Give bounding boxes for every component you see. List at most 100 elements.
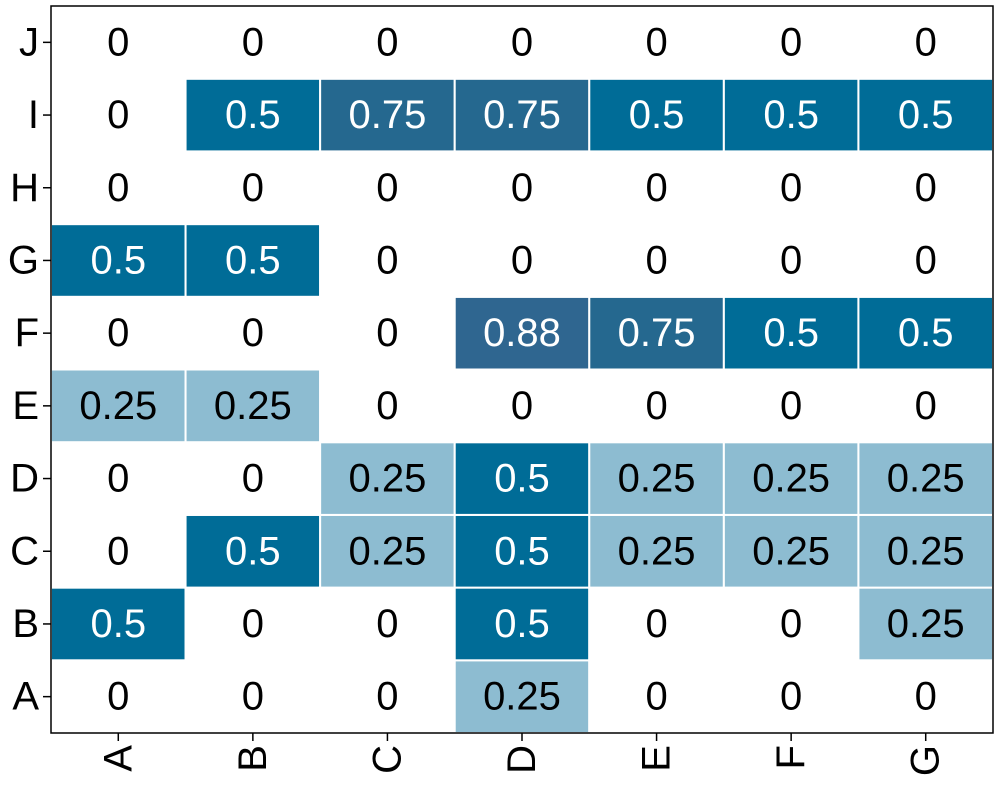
cell-label: 0.5: [225, 238, 281, 282]
cell-label: 0: [915, 166, 937, 210]
cell-label: 0: [645, 166, 667, 210]
heatmap-cell: [319, 295, 456, 371]
heatmap-cell: [857, 5, 995, 80]
cell-label: 0: [645, 384, 667, 428]
heatmap-cell: [588, 223, 725, 298]
cell-label: 0: [645, 238, 667, 282]
cell-label: 0.5: [90, 602, 146, 646]
cell-label: 0: [780, 675, 802, 719]
heatmap-cell: [722, 5, 860, 80]
cell-label: 0: [645, 675, 667, 719]
heatmap-cell: [722, 441, 860, 516]
heatmap-cell: [453, 77, 591, 153]
y-tick-label: E: [12, 384, 39, 428]
cell-label: 0.25: [618, 529, 696, 573]
heatmap-cell: [722, 150, 860, 226]
y-tick-label: H: [10, 166, 39, 210]
heatmap-cell: [50, 150, 187, 226]
y-tick-label: D: [10, 457, 39, 501]
cell-label: 0.5: [225, 529, 281, 573]
cell-label: 0: [376, 602, 398, 646]
heatmap-cell: [722, 77, 860, 153]
x-tick-label: G: [904, 745, 948, 776]
x-tick-label: D: [500, 745, 544, 774]
cell-label: 0: [511, 20, 533, 64]
cell-label: 0: [780, 166, 802, 210]
heatmap-cell: [722, 223, 860, 298]
heatmap-cell: [184, 513, 322, 589]
heatmap-cell: [857, 441, 995, 516]
cell-label: 0: [376, 238, 398, 282]
cell-label: 0.5: [763, 311, 819, 355]
cell-label: 0: [242, 457, 264, 501]
cell-label: 0: [107, 166, 129, 210]
cell-label: 0: [107, 20, 129, 64]
x-tick-label: B: [231, 745, 275, 772]
cell-label: 0.5: [494, 602, 550, 646]
cell-label: 0: [107, 529, 129, 573]
cell-label: 0: [915, 384, 937, 428]
cell-label: 0.25: [887, 529, 965, 573]
cell-label: 0.25: [348, 529, 426, 573]
cell-label: 0: [780, 238, 802, 282]
x-tick-label: E: [635, 745, 679, 772]
cell-label: 0.75: [348, 93, 426, 137]
cell-label: 0: [107, 675, 129, 719]
cell-label: 0: [915, 20, 937, 64]
cell-label: 0.5: [494, 457, 550, 501]
cell-label: 0: [915, 238, 937, 282]
heatmap-cell: [453, 150, 591, 226]
cell-label: 0.25: [214, 384, 292, 428]
cell-label: 0: [242, 602, 264, 646]
heatmap-cell: [588, 5, 725, 80]
heatmap-cell: [319, 223, 456, 298]
heatmap-cell: [319, 513, 456, 589]
cell-label: 0: [915, 675, 937, 719]
heatmap-cell: [857, 368, 995, 444]
cell-label: 0.5: [763, 93, 819, 137]
heatmap-cell: [50, 368, 187, 444]
cell-label: 0.5: [629, 93, 685, 137]
y-tick-label: J: [19, 20, 39, 64]
cell-label: 0: [107, 93, 129, 137]
cell-label: 0: [376, 166, 398, 210]
y-tick-label: A: [12, 675, 39, 719]
cell-label: 0.88: [483, 311, 561, 355]
cell-label: 0: [242, 20, 264, 64]
cell-label: 0: [242, 166, 264, 210]
heatmap-cell: [50, 659, 187, 734]
heatmap-cell: [453, 441, 591, 516]
heatmap-cell: [588, 513, 725, 589]
cell-label: 0: [780, 602, 802, 646]
cell-label: 0.25: [348, 457, 426, 501]
cell-label: 0: [376, 20, 398, 64]
cell-label: 0.25: [618, 457, 696, 501]
y-tick-label: G: [8, 238, 39, 282]
cell-label: 0: [511, 384, 533, 428]
cell-label: 0.25: [887, 457, 965, 501]
heatmap-cell: [453, 513, 591, 589]
heatmap-cell: [319, 586, 456, 662]
cell-label: 0.5: [898, 311, 954, 355]
heatmap-cell: [184, 586, 322, 662]
cell-label: 0: [107, 457, 129, 501]
cell-label: 0: [780, 20, 802, 64]
heatmap-cell: [857, 295, 995, 371]
cell-label: 0.5: [494, 529, 550, 573]
cell-label: 0.25: [79, 384, 157, 428]
heatmap-cell: [722, 513, 860, 589]
cell-label: 0.75: [483, 93, 561, 137]
cell-label: 0: [645, 20, 667, 64]
cell-label: 0: [242, 675, 264, 719]
y-tick-label: F: [15, 311, 39, 355]
heatmap-cell: [722, 368, 860, 444]
cell-label: 0.25: [752, 529, 830, 573]
heatmap-cell: [722, 659, 860, 734]
cell-label: 0: [376, 384, 398, 428]
cell-label: 0: [376, 311, 398, 355]
heatmap-cell: [50, 295, 187, 371]
cell-label: 0.5: [225, 93, 281, 137]
heatmap-cell: [184, 441, 322, 516]
cell-label: 0.75: [618, 311, 696, 355]
